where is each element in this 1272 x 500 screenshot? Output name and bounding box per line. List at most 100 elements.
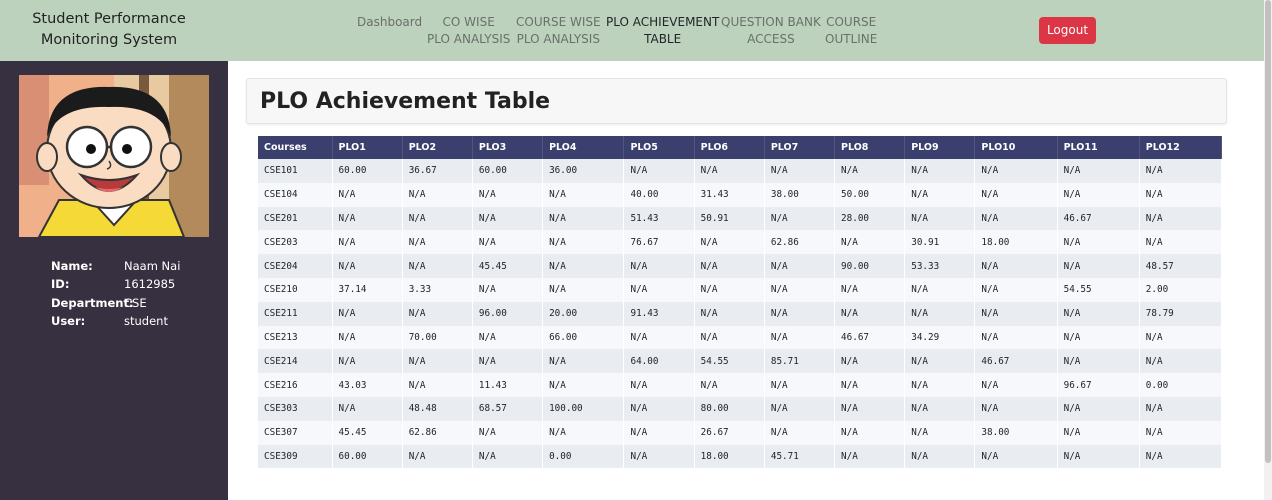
profile-row-name: Name: Naam Nai xyxy=(51,257,180,275)
nav-question-bank-access[interactable]: QUESTION BANK ACCESS xyxy=(721,14,821,48)
plo-value-cell: N/A xyxy=(1139,230,1223,255)
plo-value-cell: N/A xyxy=(904,159,976,183)
plo-value-cell: N/A xyxy=(623,396,695,421)
plo-value-cell: N/A xyxy=(694,277,765,302)
cartoon-avatar-image xyxy=(19,75,209,237)
course-code-cell: CSE307 xyxy=(258,420,333,445)
plo-value-cell: N/A xyxy=(1139,444,1223,469)
plo-value-cell: 36.00 xyxy=(542,159,625,183)
plo-value-cell: 60.00 xyxy=(472,159,544,183)
plo-value-cell: N/A xyxy=(402,254,473,278)
plo-value-cell: N/A xyxy=(623,159,695,183)
plo-value-cell: N/A xyxy=(974,373,1058,397)
column-header: PLO10 xyxy=(974,136,1058,159)
table-row: CSE303 N/A 48.48 68.57 100.00 N/A 80.00 N/A N/A N… xyxy=(258,396,1223,421)
plo-value-cell: N/A xyxy=(472,230,544,255)
plo-value-cell: 43.03 xyxy=(332,373,403,397)
nav-label-line-2: PLO ANALYSIS xyxy=(516,32,600,46)
nav-course-outline[interactable]: COURSE OUTLINE xyxy=(825,14,877,48)
plo-value-cell: 54.55 xyxy=(1057,277,1140,302)
nav-label-line-1: COURSE WISE xyxy=(516,15,601,29)
main-content: PLO Achievement Table Courses PLO1 PLO2 PLO… xyxy=(228,61,1264,500)
nav-label-line-2: ACCESS xyxy=(747,32,795,46)
plo-value-cell: 31.43 xyxy=(694,182,765,207)
plo-value-cell: N/A xyxy=(1057,159,1140,183)
plo-value-cell: 100.00 xyxy=(542,396,625,421)
table-body: CSE101 60.00 36.67 60.00 36.00 N/A N/A N/A N/A N/… xyxy=(258,159,1223,469)
plo-value-cell: 48.48 xyxy=(402,396,473,421)
plo-value-cell: N/A xyxy=(834,349,906,374)
plo-value-cell: 38.00 xyxy=(764,182,836,207)
top-navbar: Student Performance Monitoring System Da… xyxy=(0,0,1264,61)
profile-value: CSE xyxy=(124,295,147,310)
page-scrollbar[interactable] xyxy=(1264,0,1272,500)
plo-value-cell: N/A xyxy=(332,254,403,278)
profile-sidebar: Name: Naam Nai ID: 1612985 Department: C… xyxy=(0,61,228,500)
plo-value-cell: N/A xyxy=(764,254,836,278)
plo-value-cell: N/A xyxy=(623,420,695,445)
plo-value-cell: N/A xyxy=(1057,325,1140,350)
table-row: CSE203 N/A N/A N/A N/A 76.67 N/A 62.86 N/A 30.91 1… xyxy=(258,230,1223,255)
course-code-cell: CSE214 xyxy=(258,349,333,374)
plo-value-cell: 78.79 xyxy=(1139,301,1223,326)
avatar xyxy=(19,75,209,237)
plo-value-cell: 11.43 xyxy=(472,373,544,397)
column-header: PLO9 xyxy=(904,136,976,159)
plo-value-cell: N/A xyxy=(332,230,403,255)
nav-course-wise-plo-analysis[interactable]: COURSE WISE PLO ANALYSIS xyxy=(516,14,601,48)
plo-value-cell: 76.67 xyxy=(623,230,695,255)
course-code-cell: CSE204 xyxy=(258,254,333,278)
plo-value-cell: N/A xyxy=(472,444,544,469)
plo-value-cell: 46.67 xyxy=(834,325,906,350)
course-code-cell: CSE216 xyxy=(258,373,333,397)
plo-value-cell: N/A xyxy=(542,182,625,207)
plo-value-cell: 46.67 xyxy=(974,349,1058,374)
plo-value-cell: N/A xyxy=(1057,349,1140,374)
plo-value-cell: N/A xyxy=(402,301,473,326)
page-title: PLO Achievement Table xyxy=(260,89,551,114)
plo-value-cell: N/A xyxy=(974,277,1058,302)
plo-value-cell: N/A xyxy=(472,277,544,302)
plo-value-cell: N/A xyxy=(472,206,544,231)
nav-label-line-2: TABLE xyxy=(644,32,682,46)
nav-co-wise-plo-analysis[interactable]: CO WISE PLO ANALYSIS xyxy=(427,14,510,48)
plo-value-cell: N/A xyxy=(542,254,625,278)
plo-value-cell: 45.45 xyxy=(332,420,403,445)
table-row: CSE213 N/A 70.00 N/A 66.00 N/A N/A N/A 46.67 34.2… xyxy=(258,325,1223,350)
plo-value-cell: N/A xyxy=(1057,230,1140,255)
plo-value-cell: 2.00 xyxy=(1139,277,1223,302)
plo-value-cell: 18.00 xyxy=(974,230,1058,255)
profile-info: Name: Naam Nai ID: 1612985 Department: C… xyxy=(51,257,180,330)
column-header: PLO3 xyxy=(472,136,544,159)
brand-title[interactable]: Student Performance Monitoring System xyxy=(22,9,196,51)
plo-value-cell: 60.00 xyxy=(332,159,403,183)
column-header: PLO5 xyxy=(623,136,695,159)
nav-plo-achievement-table[interactable]: PLO ACHIEVEMENT TABLE xyxy=(606,14,719,48)
plo-value-cell: N/A xyxy=(694,254,765,278)
plo-value-cell: N/A xyxy=(974,444,1058,469)
course-code-cell: CSE213 xyxy=(258,325,333,350)
logout-button[interactable]: Logout xyxy=(1039,17,1096,44)
plo-value-cell: 40.00 xyxy=(623,182,695,207)
plo-value-cell: N/A xyxy=(904,444,976,469)
plo-value-cell: N/A xyxy=(332,349,403,374)
profile-row-department: Department: CSE xyxy=(51,294,180,312)
table-row: CSE201 N/A N/A N/A N/A 51.43 50.91 N/A 28.00 N/A N… xyxy=(258,206,1223,231)
plo-value-cell: N/A xyxy=(623,254,695,278)
brand-line-1: Student Performance xyxy=(32,11,186,27)
plo-value-cell: N/A xyxy=(834,396,906,421)
plo-value-cell: 53.33 xyxy=(904,254,976,278)
plo-value-cell: N/A xyxy=(834,373,906,397)
plo-value-cell: N/A xyxy=(1139,159,1223,183)
scrollbar-thumb[interactable] xyxy=(1265,0,1271,463)
profile-row-id: ID: 1612985 xyxy=(51,275,180,293)
table-row: CSE307 45.45 62.86 N/A N/A N/A 26.67 N/A N/A N/A 3… xyxy=(258,420,1223,445)
plo-value-cell: 20.00 xyxy=(542,301,625,326)
column-header: PLO6 xyxy=(694,136,765,159)
plo-value-cell: 64.00 xyxy=(623,349,695,374)
profile-value: Naam Nai xyxy=(124,259,181,273)
plo-value-cell: N/A xyxy=(1057,182,1140,207)
nav-label-line-1: QUESTION BANK xyxy=(721,15,821,29)
nav-dashboard[interactable]: Dashboard xyxy=(357,14,422,31)
plo-value-cell: 50.91 xyxy=(694,206,765,231)
